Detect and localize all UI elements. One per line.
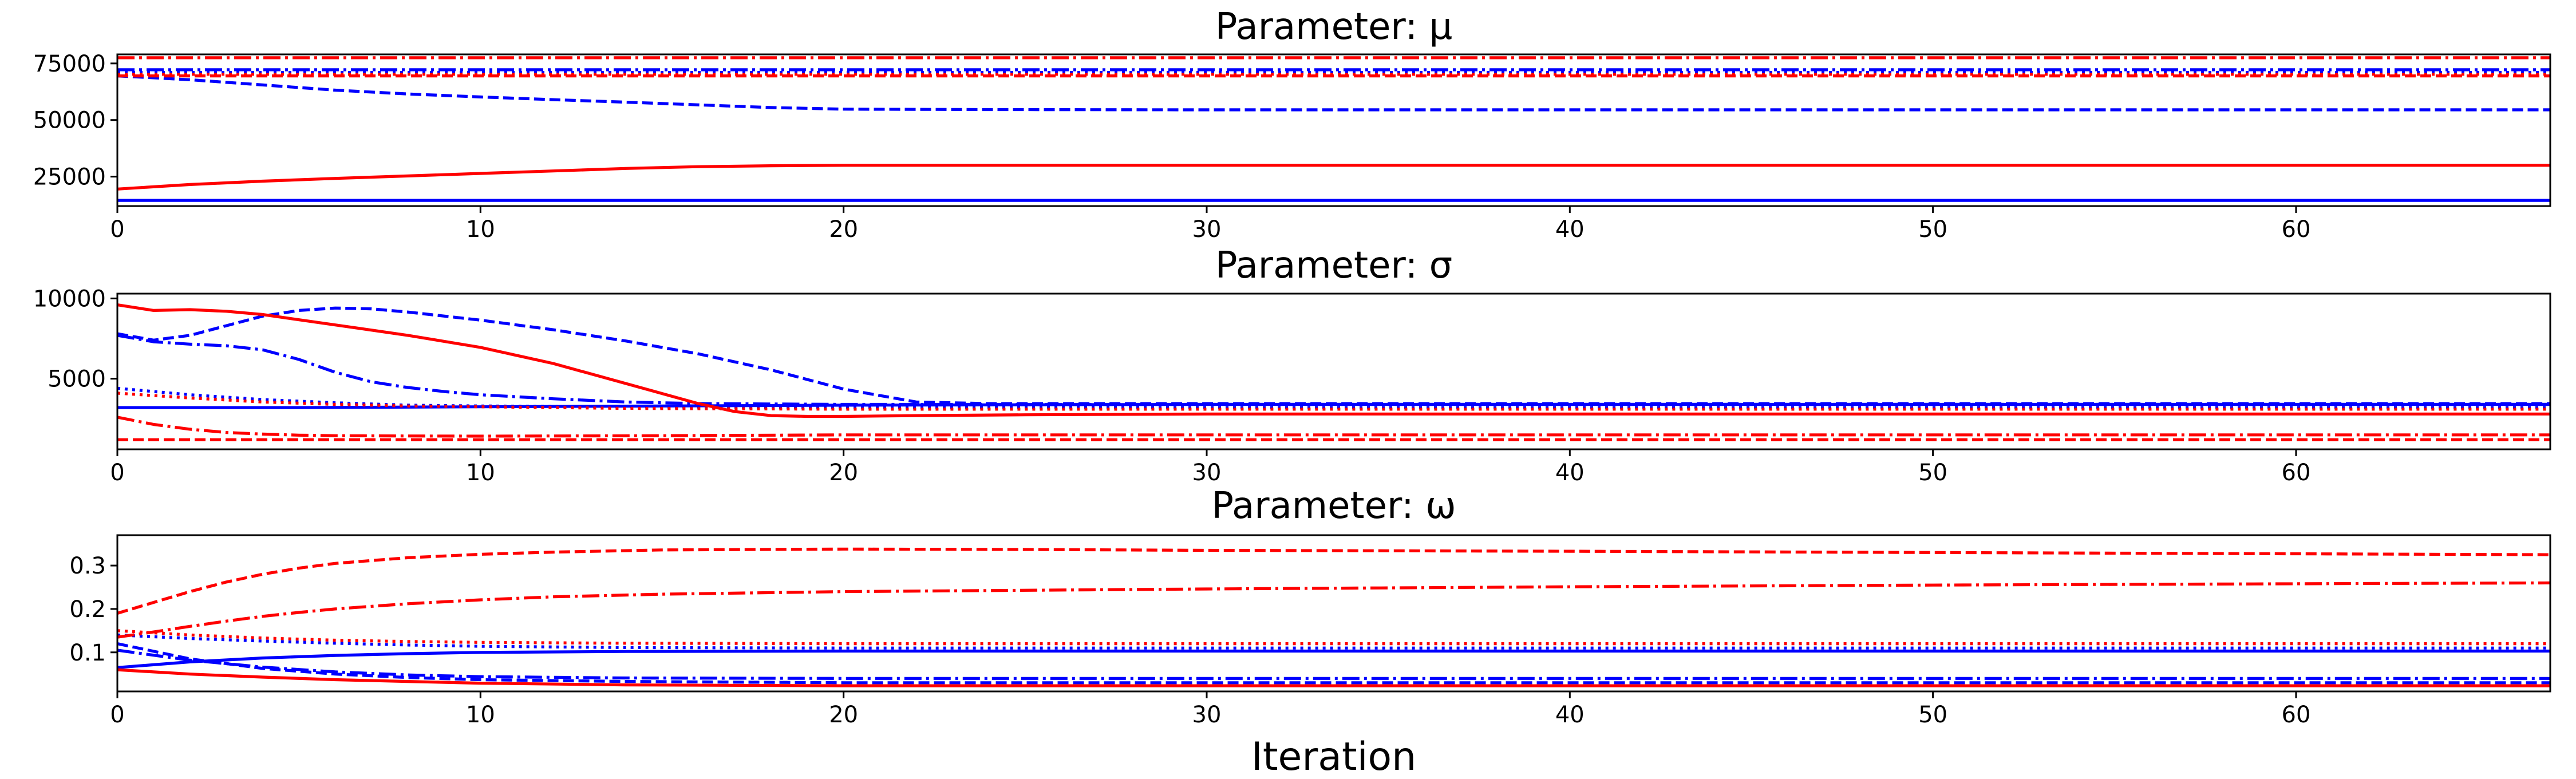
x-tick-label: 20 bbox=[829, 702, 858, 728]
y-tick-label: 25000 bbox=[33, 164, 106, 191]
series-line bbox=[117, 633, 2550, 650]
panel-sigma: Parameter: σ 0 10 20 30 40 50 60 5000 10000 bbox=[33, 244, 2551, 486]
series-line bbox=[117, 416, 2550, 438]
series-layer bbox=[117, 56, 2550, 202]
tick-layer: 0 10 20 30 40 50 60 0.1 0.2 0.3 bbox=[69, 553, 2310, 728]
series-line bbox=[117, 164, 2550, 191]
tick-layer: 0 10 20 30 40 50 60 5000 10000 bbox=[33, 286, 2311, 486]
y-tick-label: 50000 bbox=[33, 108, 106, 134]
x-tick-label: 60 bbox=[2282, 216, 2311, 243]
y-tick-label: 75000 bbox=[33, 51, 106, 77]
x-tick-label: 50 bbox=[1918, 216, 1947, 243]
series-line bbox=[117, 581, 2551, 639]
y-tick-label: 10000 bbox=[33, 286, 106, 312]
panel-mu: Parameter: μ 0 10 20 30 40 50 60 25000 50000 7500… bbox=[33, 6, 2551, 243]
x-tick-label: 60 bbox=[2282, 460, 2311, 486]
axes-frame bbox=[116, 534, 2551, 693]
y-tick-label: 0.2 bbox=[69, 596, 106, 623]
series-line bbox=[117, 306, 2550, 405]
x-tick-label: 0 bbox=[110, 216, 124, 243]
panel-title: Parameter: ω bbox=[1211, 485, 1456, 527]
axes-frame bbox=[116, 53, 2551, 207]
x-tick-label: 30 bbox=[1192, 216, 1222, 243]
series-layer bbox=[117, 303, 2550, 441]
x-tick-label: 20 bbox=[829, 460, 858, 486]
y-tick-label: 0.1 bbox=[69, 640, 106, 666]
x-tick-label: 10 bbox=[466, 216, 495, 243]
x-tick-label: 10 bbox=[466, 702, 495, 728]
series-line bbox=[117, 547, 2551, 615]
x-tick-label: 10 bbox=[466, 460, 495, 486]
series-line bbox=[117, 648, 2550, 680]
y-tick-label: 5000 bbox=[48, 366, 106, 393]
x-tick-label: 40 bbox=[1555, 702, 1585, 728]
x-tick-label: 30 bbox=[1192, 702, 1222, 728]
x-tick-label: 60 bbox=[2282, 702, 2311, 728]
x-tick-label: 0 bbox=[110, 460, 124, 486]
x-tick-label: 40 bbox=[1555, 216, 1585, 243]
y-tick-label: 0.3 bbox=[69, 553, 106, 579]
tick-layer: 0 10 20 30 40 50 60 25000 50000 75000 bbox=[33, 51, 2311, 243]
series-line bbox=[117, 303, 2550, 418]
panel-title: Parameter: μ bbox=[1215, 6, 1452, 48]
x-axis-label: Iteration bbox=[1251, 734, 1416, 779]
x-tick-label: 50 bbox=[1918, 702, 1947, 728]
series-layer bbox=[117, 547, 2551, 687]
series-line bbox=[117, 392, 2550, 411]
x-tick-label: 0 bbox=[110, 702, 124, 728]
series-line bbox=[117, 629, 2550, 646]
axes-frame bbox=[116, 292, 2551, 450]
panel-title: Parameter: σ bbox=[1215, 244, 1452, 287]
series-line bbox=[117, 334, 2550, 406]
x-tick-label: 50 bbox=[1918, 460, 1947, 486]
x-tick-label: 40 bbox=[1555, 460, 1585, 486]
panel-omega: Parameter: ω 0 10 20 30 40 50 60 0.1 0.2 0.3 Iter… bbox=[69, 485, 2551, 779]
x-tick-label: 20 bbox=[829, 216, 858, 243]
series-line bbox=[117, 668, 2550, 687]
x-tick-label: 30 bbox=[1192, 460, 1222, 486]
